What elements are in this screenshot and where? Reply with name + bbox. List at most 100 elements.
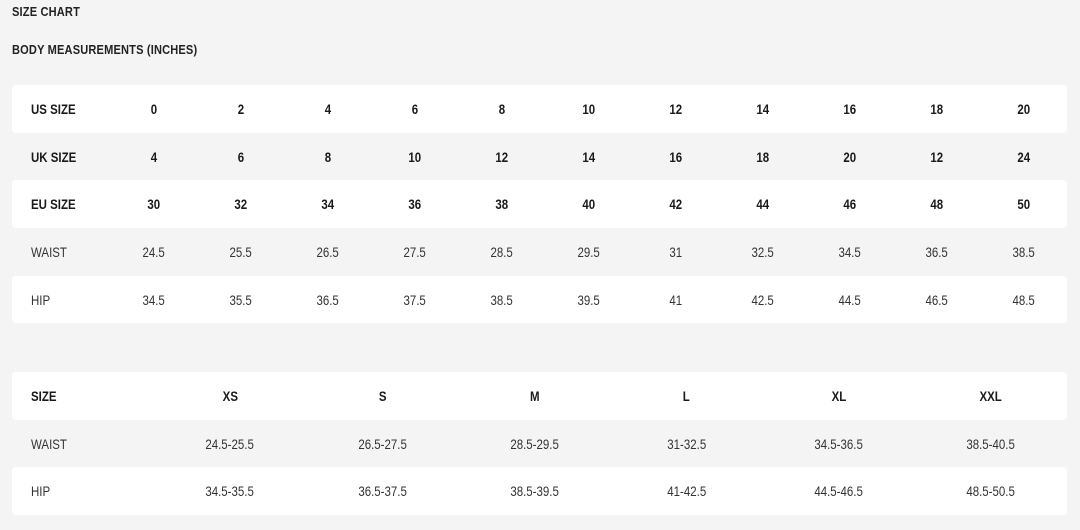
- cell-value: 46.5: [925, 291, 948, 308]
- table-cell: 31: [632, 228, 719, 276]
- table-cell: 4: [110, 133, 197, 181]
- table-cell: 36.5: [893, 228, 980, 276]
- cell-value: 41: [669, 291, 682, 308]
- table-cell: 10: [371, 133, 458, 181]
- table-row: UK SIZE 4 6 8 10 12 14 16 18 20 12 24: [12, 133, 1067, 181]
- cell-value: 32: [234, 196, 247, 213]
- table-cell: 6: [371, 85, 458, 133]
- cell-value: 34.5: [142, 291, 165, 308]
- row-label: UK SIZE: [12, 133, 110, 181]
- table-cell: 44: [719, 180, 806, 229]
- table-cell: 8: [458, 85, 545, 133]
- table-cell: 36.5: [284, 275, 371, 324]
- table-cell: 46.5: [893, 275, 980, 324]
- table-cell: 34: [284, 180, 371, 229]
- table-cell: XL: [762, 372, 915, 420]
- row-label-text: SIZE: [31, 387, 57, 404]
- cell-value: 8: [498, 100, 505, 117]
- cell-value: 20: [843, 148, 856, 165]
- table-cell: 28.5-29.5: [458, 420, 610, 468]
- table-cell: 35.5: [197, 275, 284, 324]
- cell-value: 10: [582, 100, 595, 117]
- table-cell: 20: [806, 133, 893, 181]
- cell-value: 10: [408, 148, 421, 165]
- section-subtitle: BODY MEASUREMENTS (INCHES): [12, 42, 198, 57]
- cell-value: 34.5-36.5: [814, 435, 863, 452]
- table-cell: 32.5: [719, 228, 806, 276]
- cell-value: 4: [150, 148, 157, 165]
- page-title: SIZE CHART: [12, 4, 80, 19]
- cell-value: 36.5: [925, 243, 948, 260]
- table-cell: 26.5-27.5: [306, 420, 458, 468]
- table-row: US SIZE 0 2 4 6 8 10 12 14 16 18 20: [12, 85, 1067, 133]
- table-cell: 6: [197, 133, 284, 181]
- table-cell: 48.5-50.5: [914, 467, 1067, 516]
- cell-value: 37.5: [403, 291, 426, 308]
- cell-value: 31: [669, 243, 682, 260]
- cell-value: 20: [1017, 100, 1030, 117]
- cell-value: 38.5-39.5: [510, 483, 559, 500]
- cell-value: XL: [831, 387, 847, 404]
- table-cell: 39.5: [545, 275, 632, 324]
- cell-value: 41-42.5: [667, 483, 707, 500]
- table-cell: 20: [980, 85, 1067, 133]
- cell-value: 35.5: [229, 291, 252, 308]
- table-cell: 29.5: [545, 228, 632, 276]
- table-cell: 18: [893, 85, 980, 133]
- table-cell: XS: [154, 372, 307, 420]
- table-cell: 50: [980, 180, 1067, 229]
- table-cell: 40: [545, 180, 632, 229]
- table-cell: 36.5-37.5: [306, 467, 459, 516]
- table-cell: 32: [197, 180, 284, 229]
- row-label-text: WAIST: [31, 243, 67, 260]
- table-cell: 44.5: [806, 275, 893, 324]
- cell-value: 24.5: [142, 243, 165, 260]
- cell-value: 36.5-37.5: [357, 483, 407, 500]
- cell-value: 14: [756, 100, 769, 117]
- table-cell: M: [458, 372, 611, 420]
- table-cell: 34.5: [110, 275, 197, 324]
- table-cell: 38.5-39.5: [458, 467, 611, 516]
- table-cell: 41-42.5: [610, 467, 763, 516]
- table-cell: S: [306, 372, 459, 420]
- cell-value: 18: [930, 100, 943, 117]
- cell-value: 50: [1017, 196, 1030, 213]
- cell-value: 8: [324, 148, 331, 165]
- cell-value: 12: [669, 100, 682, 117]
- cell-value: 30: [147, 196, 160, 213]
- table-cell: 30: [110, 180, 197, 229]
- table-cell: 34.5: [806, 228, 893, 276]
- table-cell: 34.5-35.5: [154, 467, 307, 516]
- table-cell: 25.5: [197, 228, 284, 276]
- cell-value: 27.5: [403, 243, 426, 260]
- table-cell: 10: [545, 85, 632, 133]
- cell-value: 26.5-27.5: [357, 435, 407, 452]
- table-cell: 12: [893, 133, 980, 181]
- table-cell: 46: [806, 180, 893, 229]
- cell-value: 32.5: [751, 243, 774, 260]
- table-cell: XXL: [914, 372, 1067, 420]
- table-cell: 2: [197, 85, 284, 133]
- cell-value: 39.5: [577, 291, 600, 308]
- cell-value: XXL: [979, 387, 1003, 404]
- cell-value: 42.5: [751, 291, 774, 308]
- cell-value: 14: [582, 148, 595, 165]
- cell-value: 48.5: [1012, 291, 1035, 308]
- table-cell: 4: [284, 85, 371, 133]
- table-cell: 38.5-40.5: [915, 420, 1067, 468]
- row-label-text: WAIST: [31, 435, 67, 452]
- cell-value: 46: [843, 196, 856, 213]
- row-label-text: UK SIZE: [31, 148, 77, 165]
- table-cell: 38: [458, 180, 545, 229]
- cell-value: 44.5: [838, 291, 861, 308]
- table-cell: 48: [893, 180, 980, 229]
- cell-value: 28.5-29.5: [510, 435, 559, 452]
- table-cell: 12: [632, 85, 719, 133]
- table-cell: 24.5-25.5: [154, 420, 306, 468]
- table-row: SIZE XS S M L XL XXL: [12, 372, 1067, 420]
- row-label-text: HIP: [31, 291, 51, 308]
- letter-size-table: SIZE XS S M L XL XXL WAIST 24.5-25.5 26.5-27.5 28.…: [12, 372, 1067, 516]
- row-label: HIP: [12, 275, 110, 324]
- cell-value: 6: [237, 148, 244, 165]
- cell-value: 40: [582, 196, 595, 213]
